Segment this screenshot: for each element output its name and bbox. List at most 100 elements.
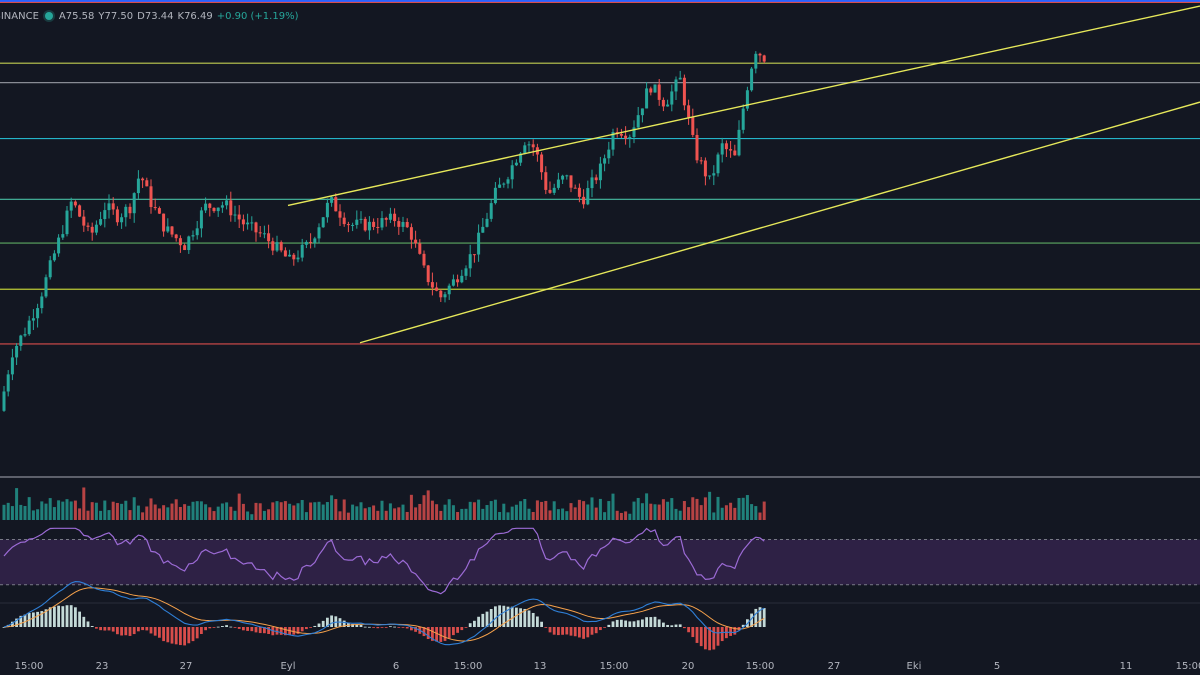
macd-histogram-bar	[149, 627, 153, 634]
candle-body	[447, 285, 451, 295]
candle	[309, 233, 313, 249]
macd-histogram-bar	[44, 609, 48, 627]
candle-body	[57, 237, 61, 254]
volume-bar	[460, 508, 464, 520]
macd-histogram-bar	[313, 625, 317, 627]
volume-bar	[300, 500, 304, 520]
candle	[271, 237, 275, 256]
candle-body	[40, 296, 44, 309]
volume-bar	[456, 512, 460, 520]
macd-histogram-bar	[380, 627, 384, 628]
macd-histogram-bar	[132, 627, 136, 635]
candle-body	[645, 88, 649, 109]
macd-histogram-bar	[515, 607, 518, 627]
candle-body	[657, 84, 661, 100]
candle-body	[283, 250, 287, 257]
volume-bar	[254, 502, 258, 520]
macd-histogram-bar	[666, 624, 669, 627]
macd-histogram-bar	[393, 626, 396, 628]
candle-body	[733, 150, 737, 156]
volume-bar	[338, 511, 342, 520]
symbol-name[interactable]: BINANCE	[0, 10, 39, 22]
candle-body	[556, 179, 560, 188]
candle-body	[153, 207, 157, 209]
macd-histogram-bar	[624, 620, 627, 627]
volume-bar	[195, 501, 199, 520]
candle-body	[241, 219, 245, 225]
candle-body	[611, 132, 615, 150]
volume-bar	[716, 496, 720, 520]
volume-bar	[426, 490, 430, 520]
macd-histogram-bar	[485, 611, 489, 627]
candle	[472, 254, 476, 263]
macd-histogram-bar	[208, 627, 212, 629]
candle	[57, 234, 61, 257]
candle	[422, 250, 426, 268]
candle-body	[212, 207, 216, 212]
volume-bar	[19, 504, 23, 520]
volume-bar	[737, 498, 741, 520]
volume-bar	[556, 509, 560, 520]
volume-bar	[708, 491, 712, 520]
volume-bar	[304, 512, 308, 520]
macd-histogram-bar	[695, 627, 699, 643]
candle	[2, 386, 6, 412]
pane-separators	[0, 476, 1200, 604]
candle-body	[426, 265, 430, 283]
macd-histogram-bar	[494, 606, 497, 627]
candle	[687, 99, 691, 125]
candle-body	[170, 226, 174, 235]
candle	[220, 201, 224, 213]
candle	[531, 139, 535, 156]
candle-body	[216, 207, 220, 212]
candle	[351, 222, 355, 232]
candle	[699, 156, 703, 165]
macd-histogram-bar	[78, 611, 81, 627]
candle-body	[485, 218, 489, 227]
candle-body	[36, 308, 40, 319]
volume-bar	[506, 512, 510, 520]
candle	[292, 252, 296, 266]
candle	[48, 255, 52, 280]
macd-histogram-bar	[359, 624, 363, 627]
candle	[481, 218, 485, 233]
candle-body	[6, 374, 10, 392]
macd-histogram-bar	[246, 627, 249, 631]
candle-body	[666, 104, 670, 107]
open-label: A	[58, 10, 66, 22]
volume-bar	[52, 507, 56, 520]
candle-body	[225, 200, 229, 206]
low-label: D	[137, 10, 145, 22]
volume-bar	[262, 510, 266, 520]
macd-histogram-bar	[540, 621, 543, 627]
volume-bar	[258, 503, 262, 520]
candle-body	[498, 184, 502, 188]
volume-bar	[275, 501, 279, 520]
volume-bar	[619, 512, 623, 520]
macd-histogram-bar	[645, 617, 648, 627]
candle-body	[120, 217, 124, 223]
candle-body	[439, 290, 443, 298]
macd-histogram-bar	[678, 624, 682, 627]
macd-histogram-bar	[284, 627, 287, 636]
macd-histogram-bar	[141, 627, 144, 631]
candle-body	[157, 208, 161, 214]
candle-body	[582, 196, 586, 205]
candle	[313, 236, 317, 248]
candle-body	[754, 53, 758, 69]
volume-bar	[489, 501, 493, 520]
candle	[31, 309, 35, 331]
macd-histogram-bar	[636, 620, 640, 627]
volume-bar	[65, 499, 69, 520]
candle	[61, 225, 65, 240]
macd-histogram-bar	[368, 626, 371, 628]
candle	[666, 99, 670, 107]
candle-body	[73, 201, 77, 206]
candle-body	[292, 254, 296, 260]
candle-body	[418, 243, 422, 254]
volume-bar	[632, 501, 636, 520]
candle	[229, 191, 233, 222]
volume-bar	[691, 497, 695, 520]
candle-body	[107, 203, 111, 211]
